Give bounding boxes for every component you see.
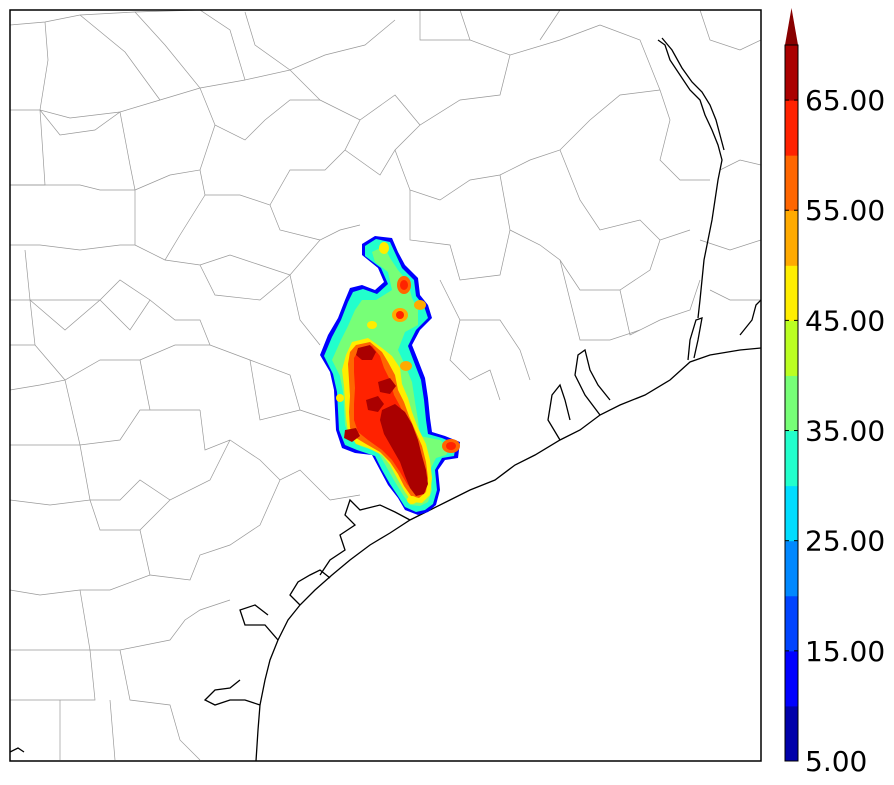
colorbar-band bbox=[785, 320, 798, 376]
reflectivity-cell-mid bbox=[367, 321, 377, 329]
colorbar-labels: 5.00 15.00 25.00 35.00 45.00 55.00 65.00 bbox=[805, 84, 885, 778]
map-panel bbox=[10, 10, 761, 761]
colorbar-band bbox=[785, 705, 798, 762]
reflectivity-cell-north-5 bbox=[400, 361, 412, 371]
colorbar-band bbox=[785, 595, 798, 652]
colorbar-band bbox=[785, 265, 798, 321]
colorbar-band bbox=[785, 375, 798, 432]
gulf-coastline bbox=[255, 347, 761, 761]
colorbar-tick-label: 55.00 bbox=[805, 194, 885, 227]
reflectivity-65dbz-core-1 bbox=[356, 345, 376, 360]
colorbar-tick-label: 35.00 bbox=[805, 415, 885, 448]
bay-inlets bbox=[547, 383, 571, 441]
galveston-bay bbox=[574, 348, 611, 416]
colorbar-tick-label: 65.00 bbox=[805, 84, 885, 117]
reflectivity-cell-north-1-core bbox=[400, 280, 408, 290]
reflectivity-65dbz-core-2 bbox=[380, 404, 428, 496]
colorbar-ticks bbox=[785, 99, 798, 762]
colorbar-band bbox=[785, 100, 798, 156]
matagorda-bay bbox=[319, 498, 411, 576]
sabine-lake bbox=[739, 299, 761, 336]
map-frame bbox=[9, 9, 762, 762]
reflectivity-65dbz-core-4 bbox=[378, 378, 396, 394]
reflectivity-cell-north-2-core bbox=[396, 311, 404, 319]
colorbar-tick-label: 5.00 bbox=[805, 745, 867, 778]
reflectivity-cell-south bbox=[407, 496, 417, 504]
colorbar-tick-label: 45.00 bbox=[805, 304, 885, 337]
southwest-corner bbox=[10, 747, 25, 753]
lake-channel bbox=[687, 317, 703, 361]
colorbar-band bbox=[785, 485, 798, 542]
sabine-border-inner bbox=[661, 37, 725, 151]
colorbar-band bbox=[785, 45, 798, 101]
lower-bays bbox=[289, 569, 331, 606]
corpus-bays bbox=[239, 604, 279, 641]
reflectivity-cell-north-4 bbox=[414, 300, 426, 310]
reflectivity-cell-north-3 bbox=[379, 242, 389, 254]
colorbar-extend-arrow bbox=[785, 8, 798, 45]
colorbar: 5.00 15.00 25.00 35.00 45.00 55.00 65.00 bbox=[784, 8, 885, 778]
colorbar-band bbox=[785, 210, 798, 266]
reflectivity-65dbz-core-5 bbox=[344, 428, 360, 442]
reflectivity-cell-west bbox=[336, 394, 344, 402]
colorbar-tick-label: 15.00 bbox=[805, 635, 885, 668]
colorbar-band bbox=[785, 540, 798, 597]
colorbar-band bbox=[785, 155, 798, 211]
reflectivity-cell-east-core bbox=[446, 442, 456, 450]
colorbar-bands bbox=[785, 45, 798, 762]
colorbar-frame bbox=[784, 44, 799, 762]
colorbar-tick-label: 25.00 bbox=[805, 525, 885, 558]
sabine-border bbox=[657, 39, 723, 319]
south-bays bbox=[203, 679, 261, 706]
coastline bbox=[10, 37, 761, 761]
reflectivity-65dbz-core-3 bbox=[366, 396, 384, 412]
radar-reflectivity-field bbox=[320, 236, 460, 515]
colorbar-band bbox=[785, 430, 798, 487]
county-boundaries bbox=[10, 10, 761, 761]
colorbar-band bbox=[785, 650, 798, 707]
